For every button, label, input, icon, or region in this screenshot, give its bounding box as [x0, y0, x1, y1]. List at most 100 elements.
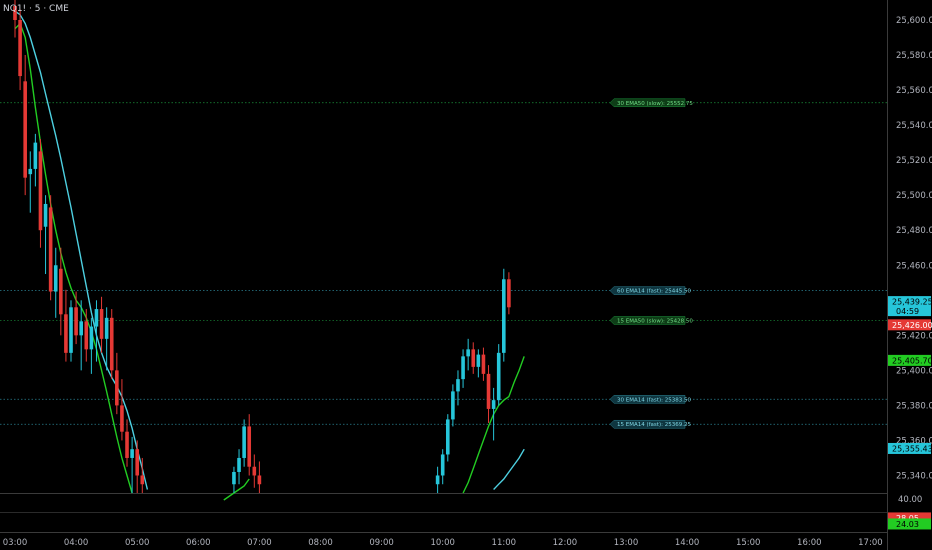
candle-body: [435, 475, 440, 485]
x-tick-label: 06:00: [186, 538, 211, 548]
level-label: 30 EMA14 (fast): 25383.50: [617, 397, 691, 403]
candle-body: [43, 203, 48, 227]
indicator-badge-text: 24.03: [896, 520, 919, 529]
x-tick-label: 07:00: [247, 538, 272, 548]
candle-body: [99, 309, 104, 339]
candle-body: [445, 419, 450, 455]
candle-body: [48, 207, 53, 292]
x-tick-label: 13:00: [614, 538, 639, 548]
candle-body: [135, 449, 139, 476]
y-tick-label: 25,460.00: [896, 261, 932, 271]
y-tick-label: 25,540.00: [896, 121, 932, 131]
candle-body: [59, 268, 63, 315]
candle-body: [252, 466, 257, 476]
candle-body: [109, 317, 114, 371]
candle-body: [247, 426, 252, 467]
ema-fast-line: [14, 22, 133, 494]
candle-body: [491, 400, 496, 409]
level-tag: [609, 98, 686, 108]
x-tick-label: 03:00: [3, 538, 28, 548]
candle-body: [440, 454, 445, 476]
indicator-badge: [888, 518, 931, 530]
x-tick-label: 11:00: [492, 538, 517, 548]
candle-body: [257, 475, 262, 485]
candle-body: [33, 142, 38, 169]
ticker-label[interactable]: NQ1! · 5 · CME: [3, 4, 69, 14]
candle-body: [232, 471, 236, 485]
x-tick-label: 05:00: [125, 538, 150, 548]
candle-body: [486, 373, 491, 409]
candle-body: [496, 352, 501, 401]
candle-body: [502, 279, 506, 353]
y-tick-label: 25,340.00: [896, 471, 932, 481]
candle-body: [456, 379, 460, 392]
y-tick-label: 25,560.00: [896, 86, 932, 96]
x-tick-label: 14:00: [675, 538, 700, 548]
price-badge-text: 25,426.00: [892, 321, 932, 330]
candle-body: [104, 317, 109, 339]
level-label: 15 EMA14 (fast): 25369.25: [617, 422, 691, 428]
price-badge-text: 25,439.25: [892, 298, 932, 307]
indicator-tick-label: 40.00: [898, 495, 922, 505]
x-tick-label: 10:00: [430, 538, 455, 548]
candle-body: [115, 370, 119, 406]
price-badge: [888, 296, 931, 317]
y-tick-label: 25,520.00: [896, 156, 932, 166]
x-tick-label: 09:00: [369, 538, 394, 548]
indicator-badge: [888, 512, 931, 524]
level-tag: [609, 286, 686, 295]
candle-body: [18, 20, 22, 77]
level-label: 30 EMA50 (slow): 25552.75: [617, 101, 693, 107]
candle-body: [53, 265, 58, 292]
candle-body: [130, 449, 134, 458]
x-tick-label: 15:00: [736, 538, 761, 548]
level-tag: [609, 316, 686, 325]
level-label: 60 EMA14 (fast): 25445.50: [617, 289, 691, 295]
ema-slow-line: [14, 10, 149, 490]
candle-body: [242, 426, 246, 458]
candle-body: [120, 405, 124, 432]
candle-body: [28, 168, 33, 175]
candle-body: [507, 279, 511, 308]
indicator-badge-text: 28.05: [896, 514, 919, 523]
countdown-text: 04:59: [896, 307, 919, 316]
candle-body: [13, 5, 17, 20]
y-tick-label: 25,480.00: [896, 226, 932, 236]
x-tick-label: 17:00: [858, 538, 883, 548]
y-tick-label: 25,400.00: [896, 366, 932, 376]
candle-body: [38, 151, 43, 231]
candle-body: [79, 321, 83, 336]
level-tag: [609, 419, 686, 429]
ema-fast-line: [223, 478, 250, 501]
candle-body: [69, 307, 73, 353]
candle-body: [125, 431, 129, 458]
price-badge: [888, 319, 931, 331]
ema-slow-line: [493, 448, 525, 490]
candle-body: [451, 391, 455, 420]
price-badge-text: 25,355.43: [892, 444, 932, 453]
candle-body: [237, 457, 241, 472]
price-badge: [888, 354, 931, 366]
y-tick-label: 25,600.00: [896, 16, 932, 26]
y-tick-label: 25,380.00: [896, 401, 932, 411]
candle-body: [74, 307, 78, 336]
y-tick-label: 25,500.00: [896, 191, 932, 201]
candle-body: [476, 354, 481, 367]
y-tick-label: 25,580.00: [896, 51, 932, 61]
candle-body: [471, 349, 476, 367]
level-tag: [609, 395, 686, 404]
candle-body: [89, 326, 94, 350]
candle-body: [466, 349, 470, 357]
candle-body: [23, 81, 27, 178]
x-tick-label: 12:00: [553, 538, 578, 548]
y-tick-label: 25,420.00: [896, 331, 932, 341]
x-tick-label: 04:00: [64, 538, 89, 548]
candle-body: [64, 314, 68, 353]
price-badge-text: 25,405.70: [892, 356, 932, 365]
x-tick-label: 16:00: [797, 538, 822, 548]
candle-body: [94, 309, 99, 327]
price-badge: [888, 442, 931, 454]
candle-body: [84, 321, 89, 350]
